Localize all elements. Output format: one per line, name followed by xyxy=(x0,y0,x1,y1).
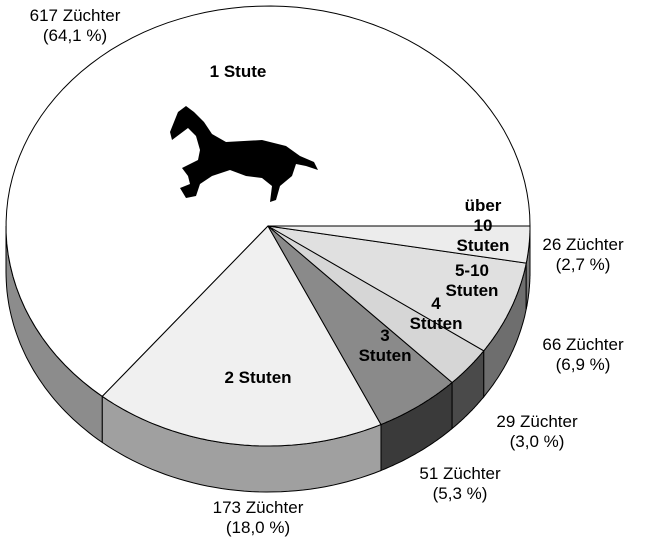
pie-slice xyxy=(101,225,382,447)
count-label: 617 Züchter xyxy=(29,6,121,25)
pie-slice xyxy=(267,225,453,426)
value-label: 66 Züchter (6,9 %) xyxy=(542,335,623,375)
pie-tops xyxy=(5,5,531,447)
pie-slice xyxy=(267,225,527,352)
percent-label: (2,7 %) xyxy=(555,255,611,274)
slice-label: 1 Stute xyxy=(209,62,267,81)
value-label: 617 Züchter (64,1 %) xyxy=(30,6,121,46)
slice-label: 2 Stuten xyxy=(224,368,292,387)
count-label: 26 Züchter xyxy=(542,235,624,254)
pie-sides xyxy=(5,225,531,493)
slice-label: über 10 Stuten xyxy=(456,196,510,255)
horse-icon xyxy=(170,106,318,202)
percent-label: (6,9 %) xyxy=(555,355,611,374)
slice-label: 3 Stuten xyxy=(358,326,412,365)
value-label: 173 Züchter (18,0 %) xyxy=(213,498,304,538)
value-label: 51 Züchter (5,3 %) xyxy=(419,464,500,504)
pie-slice xyxy=(267,225,485,384)
percent-label: (64,1 %) xyxy=(42,26,108,45)
percent-label: (18,0 %) xyxy=(225,518,291,537)
pie-slice xyxy=(267,225,531,264)
percent-label: (3,0 %) xyxy=(509,432,565,451)
value-label: 26 Züchter (2,7 %) xyxy=(542,235,623,275)
slice-label: 5-10 Stuten xyxy=(445,261,499,300)
value-label: 29 Züchter (3,0 %) xyxy=(496,412,577,452)
count-label: 51 Züchter xyxy=(419,464,501,483)
slice-label: 4 Stuten xyxy=(409,294,463,333)
pie-slice xyxy=(5,5,531,398)
count-label: 29 Züchter xyxy=(496,412,578,431)
percent-label: (5,3 %) xyxy=(432,484,488,503)
count-label: 173 Züchter xyxy=(212,498,304,517)
count-label: 66 Züchter xyxy=(542,335,624,354)
